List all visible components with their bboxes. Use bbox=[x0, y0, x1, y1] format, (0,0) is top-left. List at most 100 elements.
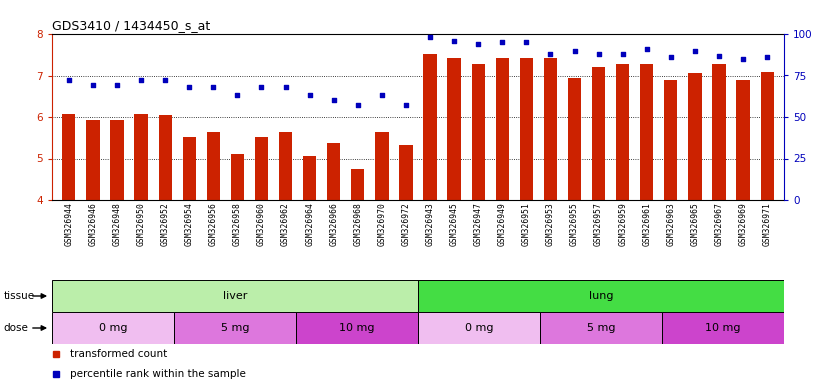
Point bbox=[159, 78, 172, 84]
Text: GSM326965: GSM326965 bbox=[691, 202, 700, 246]
Text: lung: lung bbox=[589, 291, 613, 301]
Point bbox=[496, 39, 509, 45]
Text: GSM326944: GSM326944 bbox=[64, 202, 74, 246]
Text: GSM326968: GSM326968 bbox=[354, 202, 363, 246]
Bar bbox=[255, 137, 268, 200]
Point bbox=[62, 78, 75, 84]
Bar bbox=[520, 58, 533, 200]
Text: GSM326952: GSM326952 bbox=[161, 202, 169, 246]
Text: GSM326955: GSM326955 bbox=[570, 202, 579, 246]
Bar bbox=[424, 54, 437, 200]
Point bbox=[616, 51, 629, 57]
Text: GSM326953: GSM326953 bbox=[546, 202, 555, 246]
Bar bbox=[496, 58, 509, 200]
Point bbox=[448, 38, 461, 44]
Bar bbox=[472, 64, 485, 200]
Bar bbox=[303, 156, 316, 200]
Text: GSM326950: GSM326950 bbox=[136, 202, 145, 246]
Text: GSM326961: GSM326961 bbox=[643, 202, 651, 246]
Text: GSM326970: GSM326970 bbox=[377, 202, 387, 246]
Point bbox=[592, 51, 605, 57]
Bar bbox=[52, 280, 418, 312]
Point bbox=[351, 102, 364, 108]
Point bbox=[303, 92, 316, 98]
Bar bbox=[52, 312, 174, 344]
Point bbox=[206, 84, 220, 90]
Point bbox=[135, 78, 148, 84]
Text: tissue: tissue bbox=[3, 291, 35, 301]
Text: 0 mg: 0 mg bbox=[99, 323, 127, 333]
Text: GSM326948: GSM326948 bbox=[112, 202, 121, 246]
Point bbox=[737, 56, 750, 62]
Text: percentile rank within the sample: percentile rank within the sample bbox=[70, 369, 246, 379]
Bar bbox=[86, 120, 100, 200]
Bar bbox=[737, 79, 750, 200]
Bar bbox=[688, 73, 701, 200]
Bar bbox=[662, 312, 784, 344]
Text: GSM326964: GSM326964 bbox=[305, 202, 314, 246]
Point bbox=[111, 83, 124, 89]
Point bbox=[183, 84, 196, 90]
Bar bbox=[616, 64, 629, 200]
Text: GSM326946: GSM326946 bbox=[88, 202, 97, 246]
Bar bbox=[418, 280, 784, 312]
Text: GSM326958: GSM326958 bbox=[233, 202, 242, 246]
Text: GSM326957: GSM326957 bbox=[594, 202, 603, 246]
Point bbox=[375, 92, 388, 98]
Text: GSM326971: GSM326971 bbox=[762, 202, 771, 246]
Bar bbox=[111, 120, 124, 200]
Text: GSM326966: GSM326966 bbox=[330, 202, 338, 246]
Bar bbox=[712, 64, 725, 200]
Point bbox=[664, 54, 677, 60]
Bar bbox=[375, 132, 388, 200]
Text: GDS3410 / 1434450_s_at: GDS3410 / 1434450_s_at bbox=[52, 19, 211, 32]
Point bbox=[520, 39, 533, 45]
Text: GSM326954: GSM326954 bbox=[185, 202, 194, 246]
Text: transformed count: transformed count bbox=[70, 349, 168, 359]
Point bbox=[424, 34, 437, 40]
Point bbox=[568, 48, 582, 54]
Text: GSM326969: GSM326969 bbox=[738, 202, 748, 246]
Bar bbox=[62, 114, 75, 200]
Text: GSM326972: GSM326972 bbox=[401, 202, 411, 246]
Bar bbox=[592, 67, 605, 200]
Text: 10 mg: 10 mg bbox=[705, 323, 741, 333]
Text: GSM326959: GSM326959 bbox=[618, 202, 627, 246]
Bar bbox=[279, 132, 292, 200]
Bar bbox=[418, 312, 540, 344]
Text: GSM326951: GSM326951 bbox=[522, 202, 531, 246]
Bar bbox=[664, 81, 677, 200]
Point bbox=[640, 46, 653, 52]
Point bbox=[544, 51, 557, 57]
Text: 5 mg: 5 mg bbox=[586, 323, 615, 333]
Bar bbox=[540, 312, 662, 344]
Bar bbox=[206, 132, 220, 200]
Bar bbox=[135, 114, 148, 200]
Point bbox=[761, 54, 774, 60]
Point bbox=[472, 41, 485, 47]
Bar bbox=[544, 58, 557, 200]
Bar bbox=[174, 312, 296, 344]
Point bbox=[327, 97, 340, 103]
Bar bbox=[399, 145, 412, 200]
Text: GSM326947: GSM326947 bbox=[473, 202, 482, 246]
Bar bbox=[296, 312, 418, 344]
Text: dose: dose bbox=[3, 323, 28, 333]
Text: GSM326945: GSM326945 bbox=[449, 202, 458, 246]
Bar bbox=[761, 72, 774, 200]
Text: GSM326962: GSM326962 bbox=[281, 202, 290, 246]
Bar bbox=[327, 143, 340, 200]
Point bbox=[87, 83, 100, 89]
Text: GSM326960: GSM326960 bbox=[257, 202, 266, 246]
Text: 0 mg: 0 mg bbox=[465, 323, 493, 333]
Bar bbox=[183, 137, 196, 200]
Bar bbox=[351, 169, 364, 200]
Text: 5 mg: 5 mg bbox=[221, 323, 249, 333]
Text: liver: liver bbox=[223, 291, 247, 301]
Text: GSM326967: GSM326967 bbox=[714, 202, 724, 246]
Point bbox=[230, 92, 244, 98]
Text: GSM326956: GSM326956 bbox=[209, 202, 218, 246]
Text: GSM326949: GSM326949 bbox=[498, 202, 507, 246]
Bar bbox=[640, 64, 653, 200]
Bar bbox=[159, 115, 172, 200]
